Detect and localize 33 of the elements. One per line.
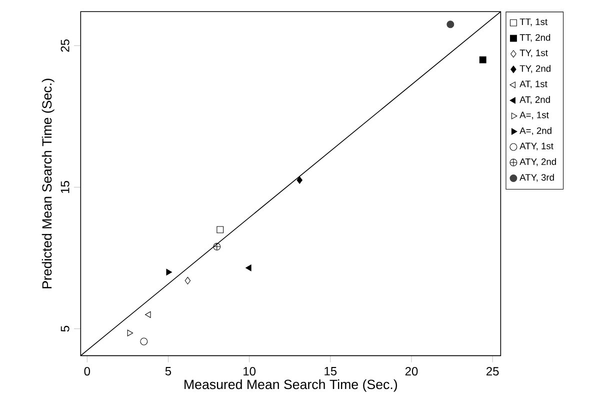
point bbox=[166, 268, 172, 276]
point bbox=[216, 226, 224, 234]
legend-label: TY, 2nd bbox=[520, 65, 550, 73]
legend-label: ATY, 2nd bbox=[520, 158, 556, 166]
x-tick-label: 0 bbox=[84, 367, 90, 376]
legend-label: TT, 2nd bbox=[520, 34, 550, 42]
point bbox=[145, 311, 151, 318]
x-tick-label: 5 bbox=[165, 367, 172, 376]
legend-label: TT, 1st bbox=[520, 18, 548, 26]
x-tick-label: 20 bbox=[405, 367, 418, 376]
y-axis-title: Predicted Mean Search Time (Sec.) bbox=[42, 78, 54, 288]
point bbox=[127, 330, 134, 336]
legend-label: A=, 1st bbox=[520, 112, 549, 120]
legend-label: AT, 2nd bbox=[520, 96, 550, 104]
x-tick-label: 10 bbox=[244, 367, 256, 376]
x-tick-label: 15 bbox=[324, 367, 337, 376]
legend-label: ATY, 3rd bbox=[520, 174, 554, 182]
x-tick-label: 25 bbox=[486, 367, 499, 376]
point bbox=[446, 20, 454, 28]
y-tick-label: 15 bbox=[60, 181, 70, 193]
y-tick-label: 5 bbox=[60, 326, 70, 332]
point bbox=[479, 56, 486, 64]
point bbox=[296, 176, 302, 184]
point bbox=[213, 242, 221, 250]
point bbox=[184, 276, 191, 284]
legend-label: A=, 2nd bbox=[520, 127, 552, 136]
point bbox=[140, 338, 148, 346]
point bbox=[246, 264, 252, 272]
x-axis-title: Measured Mean Search Time (Sec.) bbox=[184, 379, 398, 392]
legend-label: ATY, 1st bbox=[520, 142, 554, 150]
legend-label: AT, 1st bbox=[520, 80, 548, 88]
legend-label: TY, 1st bbox=[520, 50, 548, 58]
y-tick-label: 25 bbox=[60, 39, 70, 52]
